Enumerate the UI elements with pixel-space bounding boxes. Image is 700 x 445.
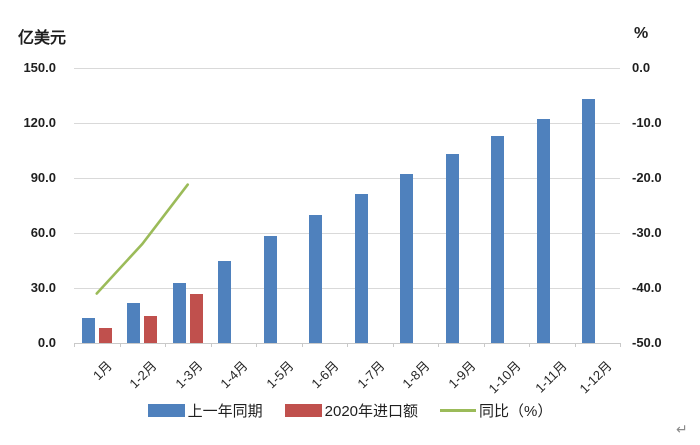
legend-swatch-icon xyxy=(147,404,185,417)
paragraph-return-mark: ↵ xyxy=(676,421,688,437)
left-axis-tick-label: 90.0 xyxy=(30,170,56,185)
bar-2020-1月 xyxy=(98,328,112,343)
gridline xyxy=(74,122,620,124)
x-axis-tick-mark xyxy=(119,343,121,347)
left-axis-tick-label: 120.0 xyxy=(23,115,56,130)
left-axis-tick-label: 150.0 xyxy=(23,60,56,75)
x-axis-tick-mark xyxy=(620,343,621,347)
x-axis-tick-mark xyxy=(74,343,75,347)
right-axis-tick-label: 0.0 xyxy=(632,60,651,75)
x-axis-label-1-3月: 1-3月 xyxy=(172,358,206,392)
left-axis-title: 亿美元 xyxy=(18,30,67,47)
x-axis-tick-mark xyxy=(483,343,485,347)
right-axis-tick-label: -50.0 xyxy=(632,335,662,350)
bar-2020-1-3月 xyxy=(189,294,203,343)
right-axis-title: % xyxy=(634,25,649,42)
bar-prev-year-1-4月 xyxy=(218,260,232,343)
right-axis-tick-label: -40.0 xyxy=(632,280,662,295)
x-axis-label-1-9月: 1-9月 xyxy=(445,358,479,392)
gridline xyxy=(74,232,620,234)
bar-prev-year-1-12月 xyxy=(582,99,596,343)
gridline xyxy=(74,287,620,289)
x-axis-label-1-6月: 1-6月 xyxy=(308,358,342,392)
legend-item-bar: 上一年同期 xyxy=(147,400,263,421)
x-axis-label-1-5月: 1-5月 xyxy=(263,358,297,392)
legend-label: 2020年进口额 xyxy=(324,403,419,420)
bar-prev-year-1月 xyxy=(81,318,95,343)
x-axis-label-1-8月: 1-8月 xyxy=(399,358,433,392)
x-axis-tick-mark xyxy=(256,343,257,347)
right-axis-tick-label: -30.0 xyxy=(632,225,662,240)
x-axis-tick-mark xyxy=(392,343,394,347)
left-axis-tick-label: 60.0 xyxy=(30,225,56,240)
x-axis-tick-mark xyxy=(165,343,166,347)
bar-2020-1-2月 xyxy=(144,315,158,343)
x-axis-label-1-12月: 1-12月 xyxy=(576,358,615,397)
legend-swatch-icon xyxy=(284,404,322,417)
bar-prev-year-1-2月 xyxy=(127,302,141,343)
bar-prev-year-1-11月 xyxy=(536,119,550,343)
x-axis-tick-mark xyxy=(347,343,348,347)
bar-prev-year-1-10月 xyxy=(491,135,505,343)
bar-prev-year-1-8月 xyxy=(400,174,414,343)
x-axis-tick-mark xyxy=(301,343,303,347)
legend-item-bar: 2020年进口额 xyxy=(284,400,419,421)
right-axis-tick-label: -10.0 xyxy=(632,115,662,130)
bar-prev-year-1-6月 xyxy=(309,214,323,343)
legend-label: 同比（%） xyxy=(479,403,553,420)
x-axis-label-1-7月: 1-7月 xyxy=(354,358,388,392)
x-axis-label-1-11月: 1-11月 xyxy=(531,358,570,396)
gridline xyxy=(74,177,620,179)
yoy-line xyxy=(95,183,190,295)
gridline xyxy=(74,67,620,69)
legend-line-icon xyxy=(440,409,477,412)
x-axis-tick-mark xyxy=(210,343,212,347)
x-axis-tick-mark xyxy=(574,343,576,347)
left-axis-tick-label: 30.0 xyxy=(30,280,56,295)
x-axis-tick-mark xyxy=(438,343,439,347)
x-axis-label-1月: 1月 xyxy=(89,358,115,384)
chart-legend: 上一年同期 2020年进口额 同比（%） xyxy=(0,400,700,421)
bar-prev-year-1-7月 xyxy=(354,193,368,343)
bar-prev-year-1-5月 xyxy=(263,235,277,343)
left-axis-tick-label: 0.0 xyxy=(37,335,56,350)
bar-prev-year-1-3月 xyxy=(172,282,186,343)
x-axis-label-1-2月: 1-2月 xyxy=(126,358,160,392)
legend-label: 上一年同期 xyxy=(187,403,263,420)
x-axis-label-1-10月: 1-10月 xyxy=(485,358,524,397)
x-axis-tick-mark xyxy=(529,343,530,347)
bar-prev-year-1-9月 xyxy=(445,154,459,343)
x-axis-label-1-4月: 1-4月 xyxy=(217,358,251,392)
right-axis-tick-label: -20.0 xyxy=(632,170,662,185)
legend-item-yoy: 同比（%） xyxy=(440,400,552,421)
